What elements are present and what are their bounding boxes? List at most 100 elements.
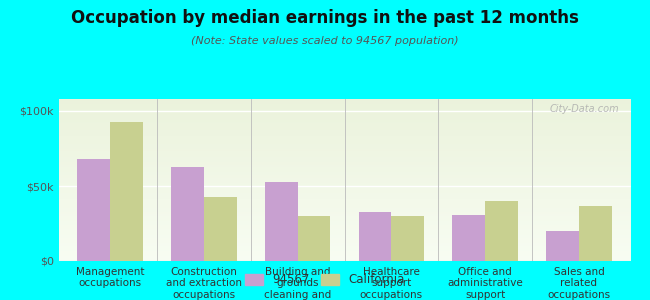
- Bar: [58, 232, 630, 233]
- Bar: [110, 122, 143, 261]
- Bar: [58, 118, 630, 120]
- Bar: [58, 256, 630, 258]
- Bar: [58, 242, 630, 243]
- Bar: [58, 175, 630, 177]
- Bar: [58, 130, 630, 131]
- Bar: [58, 127, 630, 128]
- Bar: [58, 200, 630, 201]
- Bar: [58, 220, 630, 222]
- Bar: [58, 245, 630, 246]
- Bar: [58, 141, 630, 143]
- Text: City-Data.com: City-Data.com: [549, 104, 619, 114]
- Bar: [58, 212, 630, 214]
- Bar: [58, 246, 630, 248]
- Bar: [58, 178, 630, 180]
- Bar: [58, 149, 630, 151]
- Bar: [58, 250, 630, 251]
- Bar: [58, 167, 630, 169]
- Bar: [58, 201, 630, 203]
- Bar: [58, 146, 630, 148]
- Bar: [58, 188, 630, 190]
- Bar: [58, 225, 630, 227]
- Bar: [58, 122, 630, 123]
- Bar: [58, 162, 630, 164]
- Bar: [58, 156, 630, 157]
- Bar: [58, 169, 630, 170]
- Bar: [58, 172, 630, 173]
- Bar: [58, 110, 630, 112]
- Bar: [58, 230, 630, 232]
- Bar: [58, 160, 630, 162]
- Bar: [58, 240, 630, 242]
- Text: Occupation by median earnings in the past 12 months: Occupation by median earnings in the pas…: [71, 9, 579, 27]
- Bar: [58, 243, 630, 245]
- Bar: [58, 123, 630, 125]
- Bar: [204, 196, 237, 261]
- Bar: [58, 251, 630, 253]
- Bar: [58, 206, 630, 208]
- Bar: [58, 151, 630, 152]
- Bar: [58, 99, 630, 100]
- Bar: [58, 193, 630, 195]
- Bar: [58, 237, 630, 238]
- Bar: [58, 106, 630, 107]
- Bar: [58, 217, 630, 219]
- Bar: [58, 165, 630, 167]
- Bar: [58, 164, 630, 165]
- Bar: [58, 112, 630, 114]
- Bar: [58, 138, 630, 140]
- Bar: [58, 183, 630, 185]
- Bar: [58, 190, 630, 191]
- Bar: [391, 216, 424, 261]
- Bar: [58, 216, 630, 217]
- Bar: [58, 109, 630, 110]
- Bar: [58, 148, 630, 149]
- Bar: [58, 143, 630, 144]
- Bar: [58, 107, 630, 109]
- Bar: [58, 229, 630, 230]
- Bar: [58, 219, 630, 220]
- Bar: [58, 203, 630, 204]
- Legend: 94567, California: 94567, California: [240, 269, 410, 291]
- Bar: [485, 201, 518, 261]
- Bar: [58, 170, 630, 172]
- Bar: [58, 154, 630, 156]
- Bar: [77, 159, 110, 261]
- Bar: [58, 211, 630, 212]
- Bar: [58, 195, 630, 196]
- Bar: [58, 198, 630, 200]
- Bar: [58, 258, 630, 260]
- Bar: [58, 100, 630, 102]
- Bar: [58, 177, 630, 178]
- Bar: [58, 128, 630, 130]
- Bar: [171, 167, 204, 261]
- Bar: [58, 196, 630, 198]
- Bar: [58, 136, 630, 138]
- Bar: [58, 204, 630, 206]
- Bar: [58, 254, 630, 256]
- Bar: [58, 140, 630, 141]
- Bar: [58, 260, 630, 261]
- Bar: [58, 135, 630, 136]
- Bar: [298, 216, 330, 261]
- Bar: [58, 131, 630, 133]
- Bar: [58, 238, 630, 240]
- Bar: [58, 235, 630, 237]
- Bar: [58, 125, 630, 127]
- Bar: [58, 182, 630, 183]
- Bar: [58, 253, 630, 254]
- Bar: [58, 144, 630, 146]
- Bar: [58, 120, 630, 122]
- Text: (Note: State values scaled to 94567 population): (Note: State values scaled to 94567 popu…: [191, 36, 459, 46]
- Bar: [58, 133, 630, 135]
- Bar: [58, 159, 630, 160]
- Bar: [452, 214, 485, 261]
- Bar: [58, 115, 630, 117]
- Bar: [58, 117, 630, 118]
- Bar: [58, 187, 630, 188]
- Bar: [58, 208, 630, 209]
- Bar: [58, 102, 630, 104]
- Bar: [58, 114, 630, 115]
- Bar: [265, 182, 298, 261]
- Bar: [58, 214, 630, 216]
